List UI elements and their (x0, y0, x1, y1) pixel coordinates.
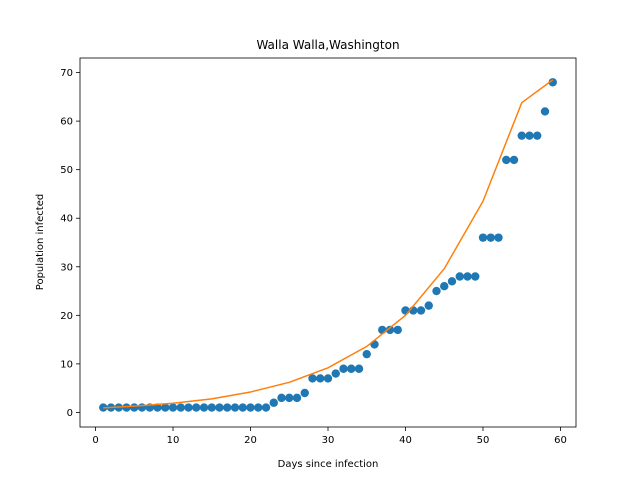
x-tick-label: 50 (477, 435, 490, 446)
data-point (494, 233, 503, 242)
data-point (339, 364, 348, 373)
data-point (323, 374, 333, 383)
y-tick-label: 40 (60, 214, 73, 225)
y-tick-label: 70 (60, 68, 73, 79)
axes: 0 10 20 30 40 50 60 0 10 20 30 40 50 60 70 (60, 57, 577, 446)
data-point (292, 393, 302, 403)
data-point (486, 233, 495, 242)
plot-area (99, 78, 557, 412)
data-point (215, 403, 224, 412)
x-tick-label: 40 (399, 435, 412, 446)
data-point (285, 393, 294, 403)
data-point (331, 369, 340, 378)
data-point (192, 403, 201, 412)
data-point (354, 364, 364, 373)
data-point (223, 403, 232, 412)
data-point (385, 325, 395, 335)
data-point (478, 233, 488, 242)
chart-title: Walla Walla,Washington (256, 38, 399, 52)
data-point (238, 403, 247, 412)
y-tick-label: 50 (60, 165, 73, 176)
data-point (525, 131, 534, 140)
data-point (184, 403, 193, 412)
data-point (316, 374, 325, 383)
x-tick-label: 20 (244, 435, 257, 446)
data-point (471, 272, 480, 281)
data-point (153, 403, 162, 412)
data-point (269, 398, 278, 407)
fit-line (103, 79, 554, 409)
y-tick-label: 20 (60, 311, 73, 322)
data-point (440, 282, 449, 291)
data-point (199, 403, 209, 412)
y-tick-label: 60 (60, 117, 73, 128)
data-point (308, 374, 317, 383)
data-point (246, 403, 255, 412)
data-point (447, 277, 457, 286)
data-point (416, 306, 426, 315)
x-tick-label: 30 (322, 435, 335, 446)
data-point (455, 272, 464, 281)
data-point (548, 78, 557, 87)
data-point (370, 340, 379, 349)
y-tick-label: 10 (60, 359, 73, 370)
x-tick-label: 10 (167, 435, 180, 446)
data-point (261, 403, 271, 412)
data-point (509, 155, 519, 165)
data-point (300, 388, 309, 398)
data-point (401, 306, 410, 315)
data-point (161, 403, 170, 412)
data-point (122, 403, 131, 412)
data-point (540, 107, 550, 116)
y-tick-label: 0 (67, 408, 73, 419)
data-point (502, 155, 511, 165)
y-tick-label: 30 (60, 262, 73, 273)
data-point (432, 286, 441, 296)
data-point (378, 325, 387, 335)
data-point (362, 349, 371, 359)
data-point (533, 131, 542, 140)
data-point (277, 393, 286, 403)
data-point (168, 403, 178, 412)
data-point (176, 403, 185, 412)
data-point (393, 325, 402, 335)
data-point (207, 403, 216, 412)
data-point (463, 272, 472, 281)
data-point (254, 403, 263, 412)
y-axis-label: Population infected (35, 194, 46, 290)
data-point (424, 301, 433, 310)
data-point (347, 364, 356, 373)
axes-frame (79, 57, 577, 428)
data-point (130, 403, 139, 412)
data-point (230, 403, 240, 412)
x-tick-label: 60 (554, 435, 567, 446)
data-point (517, 131, 526, 140)
x-tick-label: 0 (92, 435, 98, 446)
x-axis-label: Days since infection (278, 459, 379, 470)
